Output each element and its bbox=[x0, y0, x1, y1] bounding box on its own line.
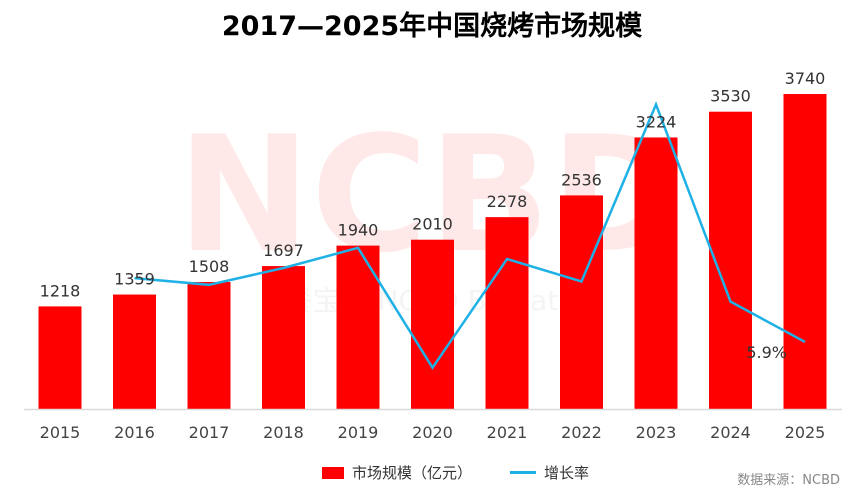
bar bbox=[560, 195, 603, 409]
growth-rate-line bbox=[134, 101, 806, 370]
x-tick-label: 2024 bbox=[710, 423, 751, 442]
bar bbox=[262, 266, 305, 409]
x-tick-label: 2019 bbox=[338, 423, 379, 442]
x-tick-label: 2016 bbox=[114, 423, 155, 442]
x-tick-label: 2015 bbox=[40, 423, 81, 442]
x-tick-label: 2023 bbox=[636, 423, 677, 442]
bar-value-label: 1697 bbox=[263, 241, 304, 260]
bar-value-label: 1359 bbox=[114, 270, 155, 289]
bar bbox=[187, 281, 231, 409]
bar-value-label: 2010 bbox=[412, 215, 453, 234]
legend-swatch-bar bbox=[322, 466, 344, 479]
x-tick-label: 2017 bbox=[189, 423, 230, 442]
x-tick-label: 2022 bbox=[561, 423, 602, 442]
x-tick-label: 2025 bbox=[785, 423, 826, 442]
bar bbox=[485, 217, 529, 409]
bar-value-label: 1508 bbox=[189, 257, 230, 276]
bar-value-label: 1940 bbox=[338, 221, 379, 240]
bar-value-label: 2278 bbox=[487, 192, 528, 211]
bar-value-label: 1218 bbox=[40, 281, 81, 300]
x-tick-label: 2018 bbox=[263, 423, 304, 442]
bar-value-label: 3740 bbox=[785, 69, 826, 88]
bar-value-label: 2536 bbox=[561, 170, 602, 189]
legend-swatch-line bbox=[510, 471, 537, 474]
bar bbox=[38, 306, 82, 409]
bar bbox=[634, 137, 678, 409]
bar-value-label: 3224 bbox=[636, 112, 677, 131]
bar bbox=[113, 294, 156, 409]
legend: 市场规模（亿元） 增长率 bbox=[322, 462, 589, 483]
bar-value-label: 3530 bbox=[710, 87, 751, 106]
bar bbox=[411, 239, 454, 409]
x-tick-label: 2021 bbox=[487, 423, 528, 442]
source-note: 数据来源：NCBD bbox=[737, 473, 840, 488]
legend-label-line: 增长率 bbox=[544, 464, 590, 482]
x-tick-label: 2020 bbox=[412, 423, 453, 442]
chart-title: 2017—2025年中国烧烤市场规模 bbox=[221, 11, 643, 42]
line-value-label: 5.9% bbox=[746, 343, 787, 362]
legend-label-bar: 市场规模（亿元） bbox=[352, 464, 473, 482]
bar bbox=[783, 94, 827, 409]
